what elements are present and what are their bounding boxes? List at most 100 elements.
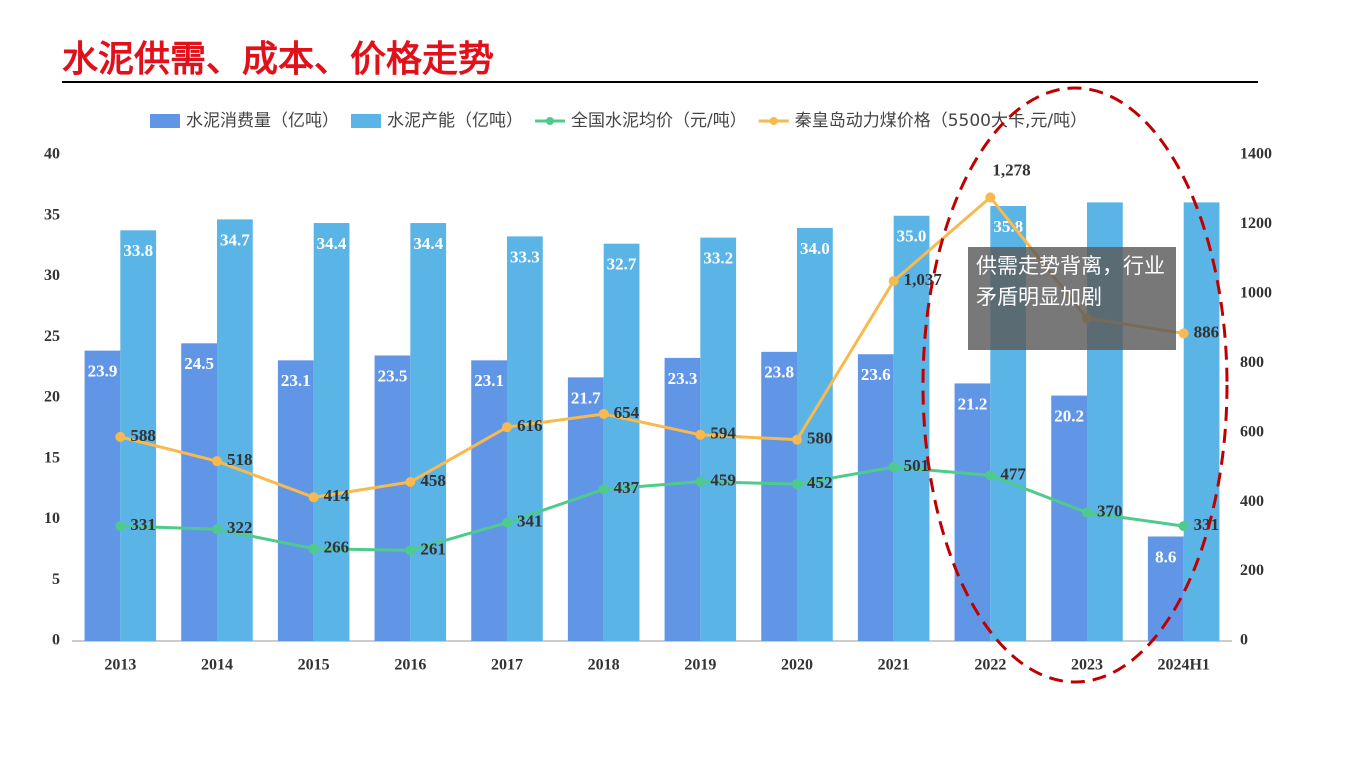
- x-tick-label: 2014: [201, 657, 233, 674]
- legend-swatch: [150, 114, 180, 128]
- point: [502, 422, 512, 433]
- x-tick-label: 2019: [684, 657, 716, 674]
- data-label: 452: [807, 473, 833, 492]
- data-label: 33.3: [510, 247, 540, 266]
- data-label: 23.5: [378, 366, 408, 385]
- y2-tick-label: 400: [1240, 493, 1264, 510]
- y-tick-label: 40: [44, 146, 60, 163]
- data-label: 32.7: [607, 255, 637, 274]
- bar: [761, 351, 797, 641]
- data-label: 341: [517, 512, 543, 531]
- legend-swatch: [546, 117, 554, 125]
- legend-swatch: [351, 114, 381, 128]
- bar: [374, 355, 411, 641]
- point: [212, 524, 222, 535]
- point: [598, 484, 609, 495]
- data-label: 580: [807, 429, 833, 448]
- y-tick-label: 10: [44, 510, 60, 527]
- plot: 0510152025303540020040060080010001200140…: [44, 111, 1272, 674]
- y2-tick-label: 200: [1240, 562, 1264, 579]
- bar: [954, 383, 991, 641]
- point: [502, 517, 512, 528]
- y-tick-label: 0: [52, 632, 60, 649]
- bar: [664, 357, 701, 641]
- bar: [507, 236, 543, 641]
- bar: [410, 223, 447, 642]
- y-tick-label: 15: [44, 449, 60, 466]
- data-label: 261: [420, 539, 446, 558]
- legend-label: 水泥消费量（亿吨）: [186, 111, 339, 131]
- x-tick-label: 2021: [878, 657, 910, 674]
- point: [985, 192, 996, 203]
- data-label: 654: [614, 403, 640, 422]
- y2-tick-label: 1200: [1240, 215, 1272, 232]
- data-label: 266: [324, 538, 350, 557]
- data-label: 616: [517, 416, 543, 435]
- point: [888, 276, 899, 287]
- bar: [1183, 202, 1220, 641]
- x-tick-label: 2022: [974, 657, 1006, 674]
- data-label: 33.2: [703, 249, 733, 268]
- data-label: 459: [710, 471, 736, 490]
- data-label: 23.9: [88, 362, 118, 381]
- y-tick-label: 5: [52, 571, 60, 588]
- data-label: 34.0: [800, 239, 830, 258]
- x-tick-label: 2024H1: [1157, 657, 1209, 674]
- y2-tick-label: 1400: [1240, 146, 1272, 163]
- legend-label: 秦皇岛动力煤价格（5500大卡,元/吨）: [795, 111, 1087, 131]
- line: [120, 465, 1184, 552]
- data-label: 8.6: [1155, 547, 1176, 566]
- y-tick-label: 20: [44, 389, 60, 406]
- data-label: 331: [1194, 515, 1220, 534]
- annotation: 供需走势背离，行业矛盾明显加剧: [968, 247, 1176, 350]
- bar: [181, 343, 217, 641]
- point: [308, 492, 319, 503]
- point: [695, 429, 706, 440]
- data-label: 34.7: [220, 230, 250, 249]
- page-title: 水泥供需、成本、价格走势: [62, 39, 495, 80]
- x-tick-label: 2016: [394, 657, 426, 674]
- y2-tick-label: 800: [1240, 354, 1264, 371]
- data-label: 23.1: [281, 371, 311, 390]
- x-tick-label: 2020: [781, 657, 813, 674]
- point: [308, 543, 319, 554]
- data-label: 34.4: [317, 234, 347, 253]
- point: [115, 521, 126, 532]
- data-label: 21.2: [958, 394, 988, 413]
- point: [212, 456, 222, 467]
- bar: [84, 350, 121, 641]
- bar: [471, 360, 507, 641]
- data-label: 518: [227, 450, 253, 469]
- data-label: 35.0: [897, 227, 927, 246]
- data-label: 477: [1000, 464, 1026, 483]
- data-label: 501: [904, 456, 930, 475]
- data-label: 24.5: [184, 354, 214, 373]
- bar: [567, 377, 604, 641]
- legend-label: 水泥产能（亿吨）: [387, 111, 523, 131]
- data-label: 33.8: [123, 241, 153, 260]
- data-label: 21.7: [571, 388, 601, 407]
- highlight-ellipse: [921, 86, 1229, 684]
- bar: [217, 219, 253, 641]
- point: [1178, 328, 1189, 339]
- bar: [313, 223, 350, 642]
- y-tick-label: 25: [44, 328, 60, 345]
- bar: [857, 354, 894, 641]
- data-label: 458: [420, 471, 446, 490]
- bar: [603, 243, 640, 641]
- x-tick-label: 2013: [104, 657, 136, 674]
- x-tick-label: 2015: [298, 657, 330, 674]
- line: [119, 195, 1184, 499]
- data-label: 588: [130, 426, 156, 445]
- data-label: 23.1: [474, 371, 504, 390]
- bar: [893, 215, 930, 641]
- legend-swatch: [769, 117, 778, 125]
- x-tick-label: 2018: [588, 657, 620, 674]
- bar: [700, 237, 737, 641]
- y-tick-label: 30: [44, 267, 60, 284]
- data-label: 20.2: [1054, 406, 1084, 425]
- point: [888, 462, 899, 473]
- x-tick-label: 2017: [491, 657, 523, 674]
